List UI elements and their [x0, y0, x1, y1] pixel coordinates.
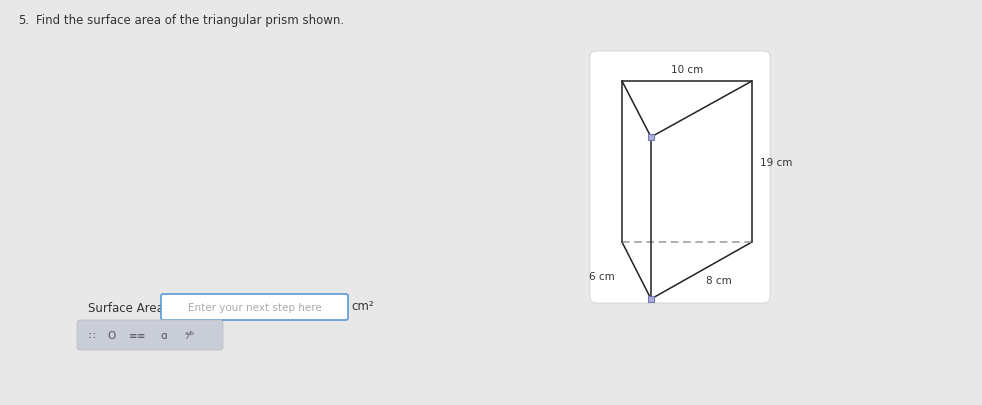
- Text: Enter your next step here: Enter your next step here: [188, 302, 321, 312]
- Text: ɑ: ɑ: [161, 330, 167, 340]
- Polygon shape: [648, 135, 654, 141]
- Text: cm²: cm²: [351, 299, 373, 312]
- Text: 10 cm: 10 cm: [671, 65, 703, 75]
- Text: ∷: ∷: [88, 330, 95, 340]
- Polygon shape: [648, 296, 654, 302]
- Text: 19 cm: 19 cm: [760, 157, 792, 167]
- Text: 8 cm: 8 cm: [706, 276, 733, 286]
- Text: 5.: 5.: [18, 14, 29, 27]
- Text: ᵃ⁄ᵇ: ᵃ⁄ᵇ: [185, 330, 195, 340]
- Text: O: O: [108, 330, 116, 340]
- Text: Surface Area =: Surface Area =: [88, 301, 178, 314]
- Text: 6 cm: 6 cm: [589, 271, 615, 281]
- FancyBboxPatch shape: [161, 294, 348, 320]
- FancyBboxPatch shape: [77, 320, 223, 350]
- Text: ≡≡: ≡≡: [130, 330, 146, 340]
- FancyBboxPatch shape: [590, 52, 770, 303]
- Text: Find the surface area of the triangular prism shown.: Find the surface area of the triangular …: [36, 14, 344, 27]
